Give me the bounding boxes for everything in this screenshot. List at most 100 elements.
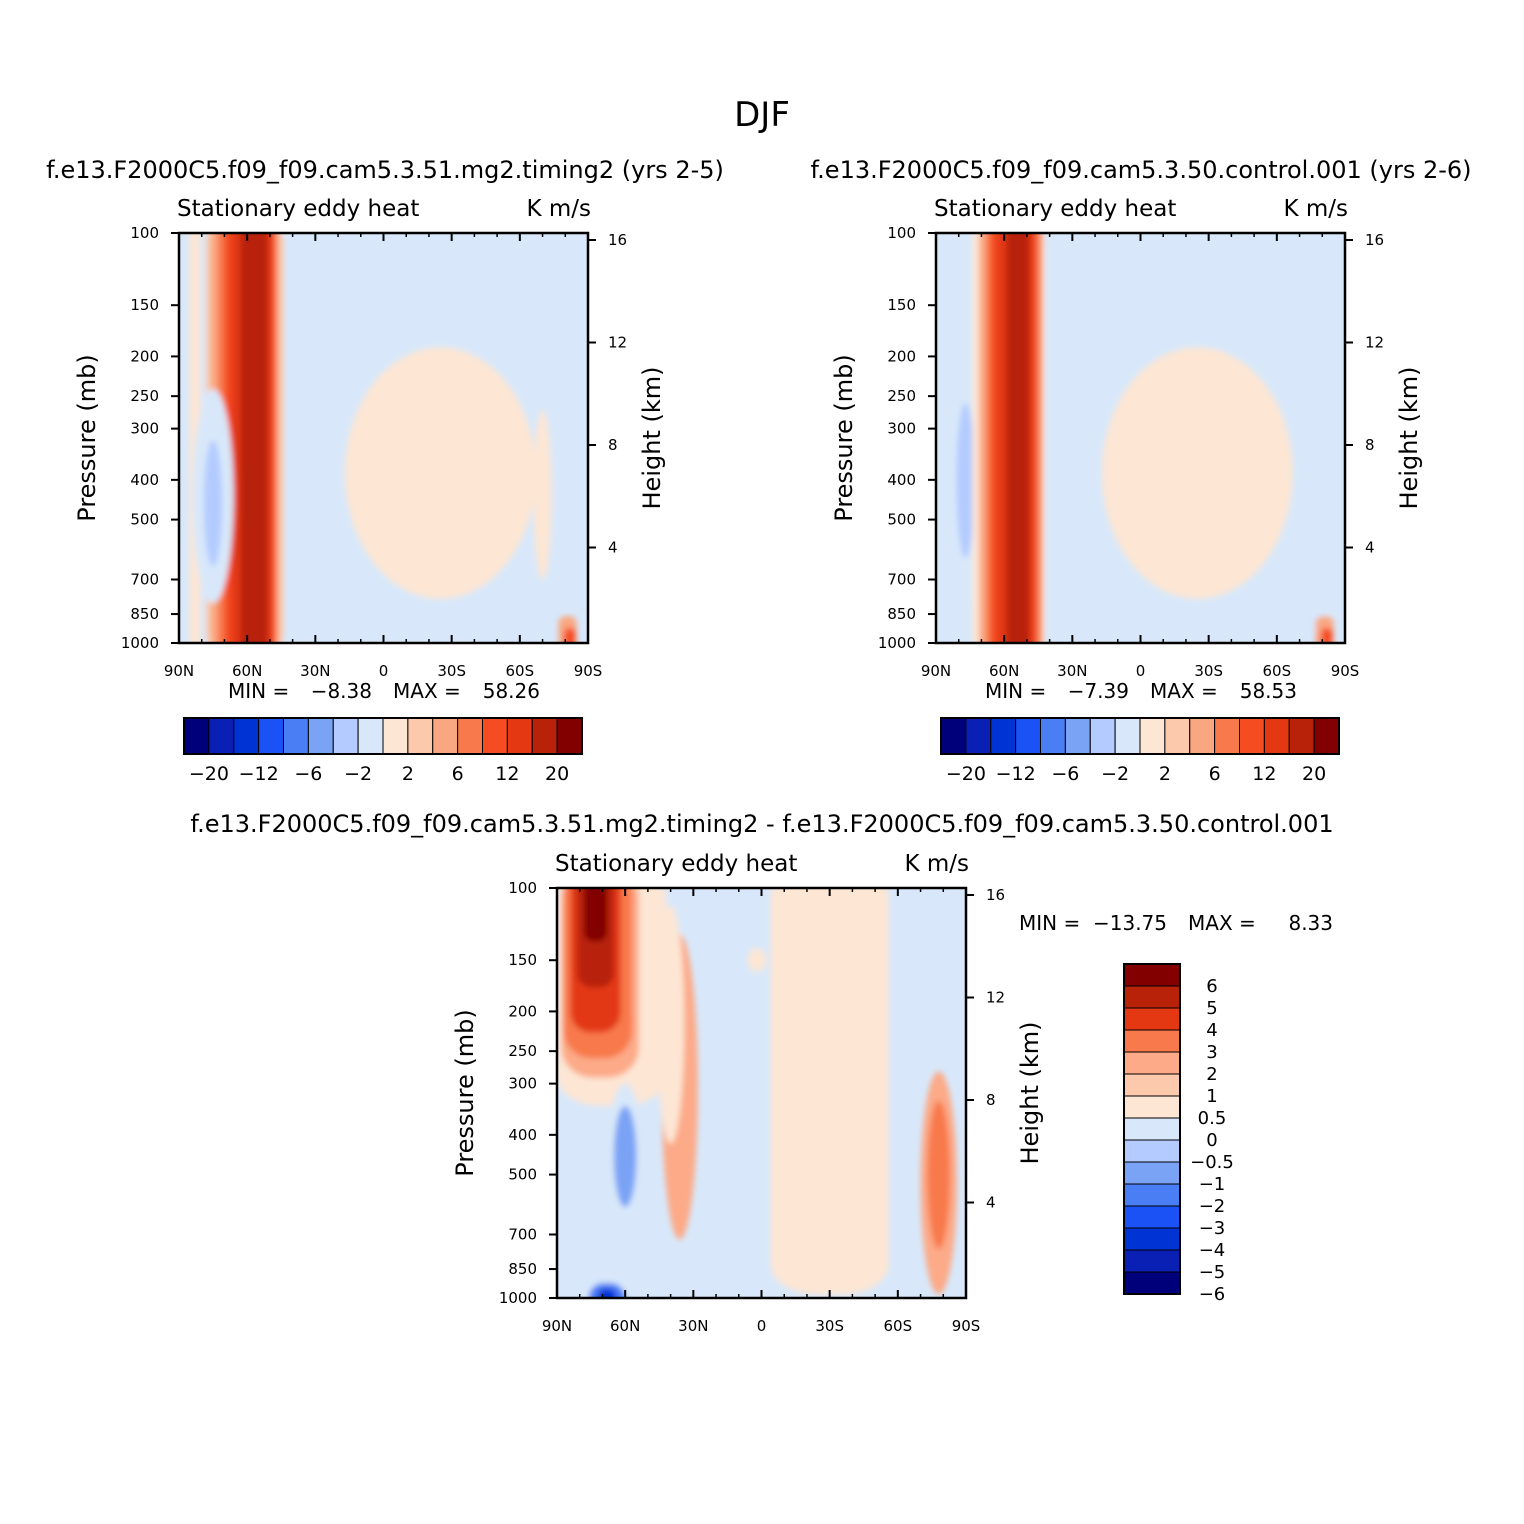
contour-field (179, 233, 588, 643)
y-right-tick-label: 8 (1365, 436, 1375, 454)
colorbar-box (183, 717, 210, 755)
y-right-tick-label: 16 (608, 231, 627, 249)
contour-region-7 (656, 904, 685, 1144)
y-tick-label: 400 (887, 471, 916, 489)
panel-difference: 90N 60N 30N 0 30S 60S 90S100150200250300400500… (451, 851, 1333, 1335)
panel-3-title: f.e13.F2000C5.f09_f09.cam5.3.51.mg2.timi… (190, 810, 1333, 838)
y-tick-label: 100 (887, 224, 916, 242)
x-tick-label: 30S (815, 1317, 844, 1335)
colorbar-box (990, 717, 1017, 755)
colorbar: −20 −12 −6 −2 2 6 12 20 (940, 717, 1340, 785)
contour-region-1 (956, 403, 975, 558)
y-right-tick-label: 16 (986, 886, 1005, 904)
colorbar-box (457, 717, 483, 755)
colorbar-label: 12 (495, 763, 519, 785)
units-label: K m/s (904, 851, 969, 877)
x-tick-label: 60S (506, 662, 535, 680)
colorbar-label: 1 (1206, 1086, 1217, 1107)
colorbar-box (1214, 717, 1240, 755)
colorbar-box (307, 717, 334, 755)
contour-region-15 (564, 628, 576, 643)
colorbar-label: 2 (1159, 763, 1171, 785)
colorbar-label: 2 (1206, 1064, 1217, 1085)
contour-region-12 (344, 347, 536, 599)
y-tick-label: 500 (508, 1166, 537, 1184)
contour-region-18 (588, 1283, 626, 1298)
y-tick-label: 400 (508, 1126, 537, 1144)
x-tick-label: 30S (1194, 662, 1223, 680)
panel-timing2: 90N 60N 30N 0 30S 60S 90S 100 150 200 250 300 400 500… (73, 196, 666, 785)
contour-region-11 (413, 624, 445, 643)
y-tick-label: 500 (887, 511, 916, 529)
colorbar-box (1089, 717, 1116, 755)
y-tick-label: 300 (887, 420, 916, 438)
contour-region-11 (729, 1125, 757, 1280)
y-right-tick-label: 12 (608, 334, 627, 352)
y-tick-label: 850 (508, 1260, 537, 1278)
colorbar-box (382, 717, 409, 755)
contour-region-9 (338, 279, 352, 417)
colorbar-label: −0.5 (1190, 1152, 1234, 1173)
colorbar-box (1040, 717, 1066, 755)
variable-label: Stationary eddy heat (934, 196, 1176, 222)
contour-field (557, 888, 966, 1298)
contour-region-10 (427, 265, 440, 317)
min-value: −13.75 (1093, 911, 1167, 935)
y-axis-label: Pressure (mb) (451, 1009, 479, 1176)
y-tick-label: 850 (887, 605, 916, 623)
panel-2-title: f.e13.F2000C5.f09_f09.cam5.3.50.control.… (810, 156, 1471, 184)
y-tick-label: 250 (887, 387, 916, 405)
colorbar-box (233, 717, 260, 755)
y-tick-label: 700 (508, 1225, 537, 1243)
y-right-tick-label: 8 (986, 1091, 996, 1109)
colorbar: −20 −12 −6 −2 2 6 12 20 (183, 717, 583, 785)
panel-control: 90N 60N 30N 0 30S 60S 90S 100 150 200 250 300 400 500… (830, 196, 1423, 785)
colorbar-box (283, 717, 309, 755)
max-label: MAX = (1188, 911, 1256, 935)
contour-region-8 (1095, 279, 1109, 417)
colorbar-box (531, 717, 558, 755)
colorbar-label: −4 (1199, 1240, 1226, 1261)
colorbar-label: −12 (996, 763, 1036, 785)
colorbar-box (1123, 1271, 1181, 1295)
contour-region-7 (1006, 233, 1030, 643)
y-right-tick-label: 4 (608, 539, 618, 557)
x-tick-label: 90S (1331, 662, 1360, 680)
colorbar-label: −12 (239, 763, 279, 785)
colorbar-label: −20 (946, 763, 986, 785)
x-tick-label: 30N (678, 1317, 708, 1335)
x-tick-label: 30N (1057, 662, 1087, 680)
contour-region-12 (747, 947, 767, 972)
colorbar-label: 0 (1206, 1130, 1217, 1151)
colorbar-label: −2 (1101, 763, 1129, 785)
contour-region-12 (1301, 416, 1334, 636)
contour-region-13 (533, 409, 552, 580)
y-tick-label: 200 (508, 1002, 537, 1020)
x-tick-label: 60N (232, 662, 262, 680)
colorbar-frame (183, 717, 583, 755)
colorbar-box (1164, 717, 1191, 755)
colorbar-box (506, 717, 533, 755)
colorbar-label: 2 (402, 763, 414, 785)
colorbar-label: −3 (1199, 1218, 1226, 1239)
y-tick-label: 150 (130, 296, 159, 314)
min-label: MIN = (1019, 911, 1080, 935)
y-tick-label: 500 (130, 511, 159, 529)
x-tick-label: 0 (757, 1317, 767, 1335)
colorbar-box (1123, 1139, 1181, 1163)
y-tick-label: 850 (130, 605, 159, 623)
y-tick-label: 150 (508, 951, 537, 969)
variable-label: Stationary eddy heat (177, 196, 419, 222)
colorbar-label: 0.5 (1198, 1108, 1227, 1129)
y-tick-label: 250 (508, 1042, 537, 1060)
y-tick-label: 150 (887, 296, 916, 314)
colorbar-box (1123, 985, 1181, 1009)
colorbar-label: 5 (1206, 998, 1217, 1019)
colorbar-box (1123, 1161, 1181, 1185)
colorbar-label: −6 (1051, 763, 1079, 785)
colorbar-box (357, 717, 384, 755)
x-tick-label: 30N (300, 662, 330, 680)
colorbar-frame (1123, 963, 1181, 1295)
colorbar-box (258, 717, 284, 755)
contour-region-5 (584, 888, 607, 942)
